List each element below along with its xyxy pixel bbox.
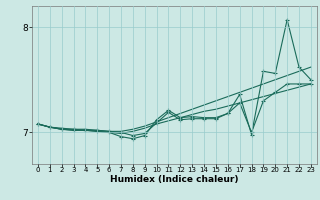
X-axis label: Humidex (Indice chaleur): Humidex (Indice chaleur) (110, 175, 239, 184)
